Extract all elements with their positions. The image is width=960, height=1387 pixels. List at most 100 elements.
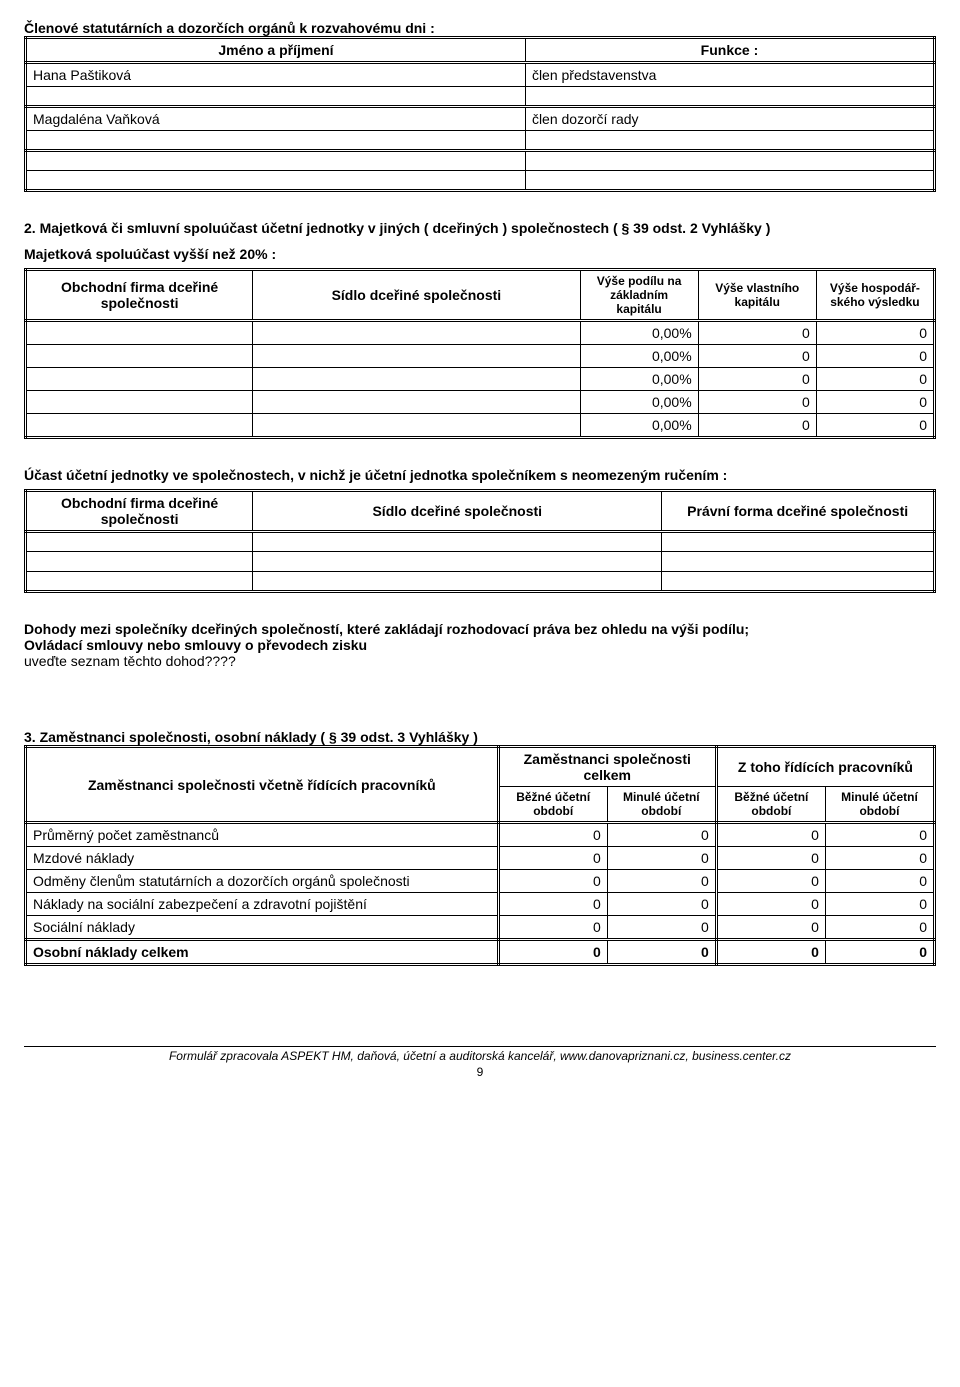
unlimited-h1: Obchodní firma dceřiné společnosti <box>26 491 253 532</box>
table-cell: 0 <box>816 321 934 345</box>
table-cell: 0 <box>816 368 934 391</box>
table-cell: 0,00% <box>580 321 698 345</box>
table-cell <box>253 532 662 552</box>
members-header-name: Jméno a příjmení <box>26 38 526 63</box>
table-cell: 0 <box>825 940 934 965</box>
table-cell <box>26 552 253 572</box>
unlimited-h2: Sídlo dceřiné společnosti <box>253 491 662 532</box>
table-cell <box>26 414 253 438</box>
page-number: 9 <box>24 1065 936 1079</box>
section2-sub3-line1: Dohody mezi společníky dceřiných společn… <box>24 621 936 637</box>
table-cell <box>253 368 580 391</box>
table-cell: 0 <box>698 321 816 345</box>
table-cell: 0 <box>716 847 825 870</box>
table-cell: 0 <box>698 391 816 414</box>
table-cell: 0 <box>498 823 607 847</box>
table-cell <box>253 552 662 572</box>
table-cell: 0 <box>825 823 934 847</box>
section2-title: 2. Majetková či smluvní spoluúčast účetn… <box>24 220 936 236</box>
table-cell: 0,00% <box>580 368 698 391</box>
table-cell <box>525 131 934 151</box>
share20-h1: Obchodní firma dceřiné společnosti <box>26 270 253 321</box>
table-cell: 0 <box>607 893 716 916</box>
table-cell: Magdaléna Vaňková <box>26 107 526 131</box>
table-cell: Náklady na sociální zabezpečení a zdravo… <box>26 893 499 916</box>
table-cell <box>253 321 580 345</box>
table-cell <box>253 414 580 438</box>
table-cell: Průměrný počet zaměstnanců <box>26 823 499 847</box>
share20-h5: Výše hospodář-ského výsledku <box>816 270 934 321</box>
table-cell: 0 <box>816 414 934 438</box>
table-cell <box>662 532 935 552</box>
table-cell: 0 <box>607 823 716 847</box>
table-cell <box>525 87 934 107</box>
table-cell: 0 <box>607 870 716 893</box>
table-cell: Hana Paštiková <box>26 63 526 87</box>
emp-h-top1: Zaměstnanci společnosti celkem <box>498 747 716 787</box>
table-cell: Mzdové náklady <box>26 847 499 870</box>
table-cell: člen dozorčí rady <box>525 107 934 131</box>
table-cell: 0 <box>716 823 825 847</box>
table-cell <box>26 532 253 552</box>
table-cell: 0,00% <box>580 414 698 438</box>
share20-h2: Sídlo dceřiné společnosti <box>253 270 580 321</box>
table-cell: Odměny členům statutárních a dozorčích o… <box>26 870 499 893</box>
section3-title: 3. Zaměstnanci společnosti, osobní nákla… <box>24 729 936 745</box>
section2-sub1-heading: Majetková spoluúčast vyšší než 20% : <box>24 246 936 262</box>
share20-h3: Výše podílu na základním kapitálu <box>580 270 698 321</box>
emp-h-c1: Běžné účetní období <box>498 787 607 823</box>
table-cell <box>662 552 935 572</box>
table-cell: 0 <box>816 391 934 414</box>
emp-h-top2: Z toho řídících pracovníků <box>716 747 934 787</box>
table-cell: 0 <box>498 847 607 870</box>
table-share20: Obchodní firma dceřiné společnosti Sídlo… <box>24 268 936 439</box>
table-cell: 0 <box>816 345 934 368</box>
table-cell: 0 <box>825 893 934 916</box>
table-cell: 0 <box>716 940 825 965</box>
table-cell <box>26 368 253 391</box>
table-cell: 0 <box>607 940 716 965</box>
table-cell <box>662 572 935 592</box>
table-cell <box>26 572 253 592</box>
share20-h4: Výše vlastního kapitálu <box>698 270 816 321</box>
table-cell <box>26 151 526 171</box>
section2-sub2-heading: Účast účetní jednotky ve společnostech, … <box>24 467 936 483</box>
table-cell: 0 <box>716 870 825 893</box>
table-cell <box>525 171 934 191</box>
table-cell: 0 <box>825 870 934 893</box>
table-cell <box>253 345 580 368</box>
table-cell: 0 <box>698 368 816 391</box>
table-cell <box>26 345 253 368</box>
table-cell: Osobní náklady celkem <box>26 940 499 965</box>
section2-sub3-line2: Ovládací smlouvy nebo smlouvy o převodec… <box>24 637 936 653</box>
table-cell <box>26 87 526 107</box>
table-cell <box>253 572 662 592</box>
table-cell <box>26 171 526 191</box>
table-cell <box>26 391 253 414</box>
table-cell: Sociální náklady <box>26 916 499 940</box>
unlimited-h3: Právní forma dceřiné společnosti <box>662 491 935 532</box>
members-header-role: Funkce : <box>525 38 934 63</box>
table-cell <box>26 321 253 345</box>
section1-title: Členové statutárních a dozorčích orgánů … <box>24 20 936 36</box>
table-cell: 0 <box>498 893 607 916</box>
table-cell: 0 <box>716 893 825 916</box>
table-cell: 0,00% <box>580 345 698 368</box>
table-cell <box>525 151 934 171</box>
table-cell: 0 <box>498 940 607 965</box>
emp-h-main: Zaměstnanci společnosti včetně řídících … <box>26 747 499 823</box>
table-cell: člen představenstva <box>525 63 934 87</box>
table-cell: 0 <box>607 847 716 870</box>
table-employees: Zaměstnanci společnosti včetně řídících … <box>24 745 936 966</box>
table-cell: 0 <box>716 916 825 940</box>
table-cell: 0 <box>698 414 816 438</box>
table-cell: 0 <box>498 916 607 940</box>
table-cell <box>26 131 526 151</box>
table-cell <box>253 391 580 414</box>
footer-label: Formulář zpracovala ASPEKT HM, daňová, ú… <box>169 1049 791 1063</box>
table-cell: 0 <box>607 916 716 940</box>
emp-h-c2: Minulé účetní období <box>607 787 716 823</box>
table-cell: 0,00% <box>580 391 698 414</box>
emp-h-c3: Běžné účetní období <box>716 787 825 823</box>
emp-h-c4: Minulé účetní období <box>825 787 934 823</box>
